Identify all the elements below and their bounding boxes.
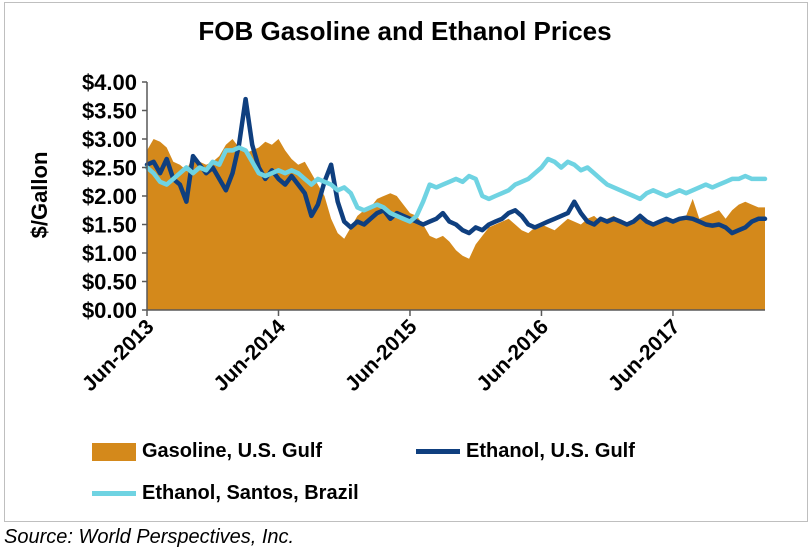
legend-ethanol-us: Ethanol, U.S. Gulf — [416, 440, 635, 463]
y-tick-label: $4.00 — [82, 70, 137, 95]
legend-ethanol-brazil: Ethanol, Santos, Brazil — [92, 482, 359, 505]
x-tick-label: Jun-2015 — [341, 315, 422, 396]
legend-ethanol-brazil-swatch — [92, 491, 136, 496]
chart-title: FOB Gasoline and Ethanol Prices — [198, 16, 612, 46]
y-tick-label: $3.50 — [82, 99, 137, 124]
legend-gasoline: Gasoline, U.S. Gulf — [92, 440, 322, 463]
x-tick-label: Jun-2014 — [209, 315, 290, 396]
legend-gasoline-swatch — [92, 442, 136, 461]
legend-ethanol-us-label: Ethanol, U.S. Gulf — [466, 440, 635, 462]
series-area-gasoline-u-s-gulf — [147, 139, 765, 310]
x-tick-label: Jun-2016 — [472, 315, 553, 396]
ethanol-lines-layer — [144, 96, 768, 236]
y-tick-label: $0.50 — [82, 270, 137, 295]
gasoline-area-layer — [147, 139, 765, 310]
y-tick-label: $1.00 — [82, 241, 137, 266]
legend-ethanol-us-swatch — [416, 449, 460, 454]
y-tick-label: $2.00 — [82, 184, 137, 209]
y-tick-label: $2.50 — [82, 156, 137, 181]
y-tick-label: $0.00 — [82, 298, 137, 323]
x-tick-label: Jun-2013 — [78, 315, 159, 396]
legend-gasoline-label: Gasoline, U.S. Gulf — [142, 440, 323, 462]
source-note: Source: World Perspectives, Inc. — [4, 526, 295, 548]
y-axis-label: $/Gallon — [27, 152, 52, 239]
chart-plot: $0.00 $0.50 $1.00 $1.50 $2.00 $2.50 $3.00 $3.50… — [27, 70, 768, 396]
x-tick-label: Jun-2017 — [604, 315, 685, 396]
y-tick-label: $3.00 — [82, 127, 137, 152]
series-line-ethanol-santos-brazil — [144, 145, 768, 224]
series-line-ethanol-u-s-gulf — [144, 96, 768, 236]
y-tick-label: $1.50 — [82, 213, 137, 238]
legend-ethanol-brazil-label: Ethanol, Santos, Brazil — [142, 482, 359, 504]
